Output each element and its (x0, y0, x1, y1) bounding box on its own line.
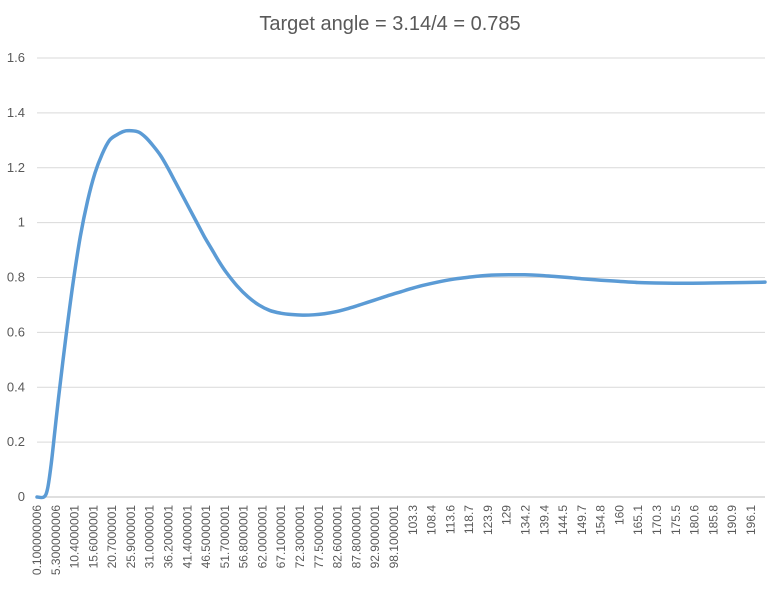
y-axis-tick-labels: 0 0.2 0.4 0.6 0.8 1 1.2 1.4 1.6 (7, 50, 25, 504)
chart-title: Target angle = 3.14/4 = 0.785 (259, 13, 520, 35)
x-tick-label: 62.0000001 (255, 505, 269, 569)
x-tick-label: 36.2000001 (161, 505, 175, 569)
x-tick-label: 31.0000001 (143, 505, 157, 569)
x-tick-label: 185.8 (706, 505, 720, 535)
x-tick-label: 51.7000001 (218, 505, 232, 569)
x-tick-label: 82.6000001 (330, 505, 344, 569)
y-tick-label: 0.8 (7, 270, 25, 285)
x-tick-label: 118.7 (462, 505, 476, 534)
x-tick-label: 5.300000006 (49, 505, 63, 575)
x-tick-label: 108.4 (424, 505, 438, 535)
series-layer (35, 128, 767, 500)
x-tick-label: 149.7 (575, 505, 589, 535)
x-tick-label: 46.5000001 (199, 505, 213, 569)
x-tick-label: 180.6 (687, 505, 701, 535)
x-tick-label: 165.1 (631, 505, 645, 535)
x-tick-label: 144.5 (556, 505, 570, 535)
y-tick-label: 1.6 (7, 50, 25, 65)
y-tick-label: 0 (18, 489, 25, 504)
x-tick-label: 41.4000001 (180, 505, 194, 569)
x-tick-label: 129 (499, 505, 513, 525)
y-tick-label: 1.2 (7, 160, 25, 175)
x-tick-label: 98.1000001 (387, 505, 401, 569)
x-tick-label: 175.5 (669, 505, 683, 535)
x-tick-label: 56.8000001 (236, 505, 250, 569)
x-tick-label: 77.5000001 (312, 505, 326, 569)
x-tick-label: 87.8000001 (349, 505, 363, 569)
x-tick-label: 20.7000001 (105, 505, 119, 569)
x-tick-label: 160 (612, 505, 626, 525)
x-tick-label: 139.4 (537, 505, 551, 535)
x-tick-label: 72.3000001 (293, 505, 307, 569)
y-tick-label: 1 (18, 215, 25, 230)
x-tick-label: 170.3 (650, 505, 664, 535)
x-tick-label: 103.3 (406, 505, 420, 535)
x-axis-tick-labels: 0.100000006 5.300000006 10.4000001 15.60000… (30, 505, 758, 575)
x-tick-label: 25.9000001 (124, 505, 138, 569)
x-tick-label: 0.100000006 (30, 505, 44, 575)
gridlines (37, 57, 765, 443)
x-tick-label: 190.9 (725, 505, 739, 535)
x-tick-label: 196.1 (744, 505, 758, 535)
x-tick-label: 67.1000001 (274, 505, 288, 569)
x-tick-label: 134.2 (518, 505, 532, 535)
x-tick-label: 15.6000001 (86, 505, 100, 569)
y-tick-label: 1.4 (7, 105, 25, 120)
series-line (35, 128, 767, 500)
x-tick-label: 92.9000001 (368, 505, 382, 569)
y-tick-label: 0.4 (7, 379, 25, 394)
y-tick-label: 0.2 (7, 434, 25, 449)
x-tick-label: 123.9 (481, 505, 495, 535)
x-tick-label: 154.8 (593, 505, 607, 535)
x-tick-label: 10.4000001 (68, 505, 82, 569)
y-tick-label: 0.6 (7, 324, 25, 339)
x-tick-label: 113.6 (443, 505, 457, 534)
